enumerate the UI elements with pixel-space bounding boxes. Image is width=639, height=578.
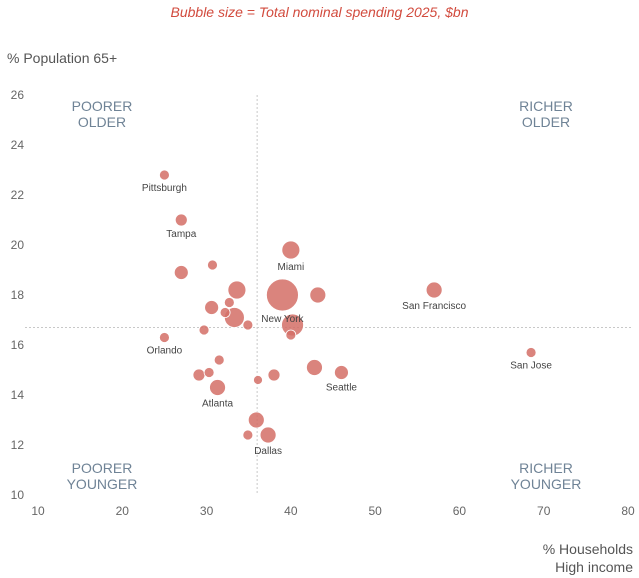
bubble xyxy=(309,286,327,304)
x-tick-label: 70 xyxy=(537,504,551,518)
x-tick-label: 40 xyxy=(284,504,298,518)
bubble xyxy=(306,359,323,376)
y-axis-label: % Population 65+ xyxy=(7,50,118,66)
bubble xyxy=(242,319,254,331)
y-tick-label: 10 xyxy=(11,488,25,502)
city-label-new-york: New York xyxy=(261,314,304,325)
quadrant-label-top-left: OLDER xyxy=(78,114,126,130)
x-tick-label: 50 xyxy=(368,504,382,518)
bubble xyxy=(192,368,206,382)
y-tick-label: 12 xyxy=(11,438,25,452)
city-label-atlanta: Atlanta xyxy=(202,399,234,410)
quadrant-label-bottom-right: RICHER xyxy=(519,460,573,476)
quadrant-label-top-right: OLDER xyxy=(522,114,570,130)
quadrant-label-top-left: POORER xyxy=(72,98,133,114)
bubble-atlanta xyxy=(209,379,226,396)
bubble xyxy=(253,375,263,385)
y-tick-label: 18 xyxy=(11,288,25,302)
city-label-tampa: Tampa xyxy=(166,229,196,240)
x-axis-ticks: 10 20 30 40 50 60 70 80 xyxy=(31,504,635,518)
x-tick-label: 80 xyxy=(621,504,635,518)
quadrant-label-bottom-left: POORER xyxy=(72,460,133,476)
bubble-san-jose xyxy=(525,347,537,358)
bubble xyxy=(242,429,254,441)
bubble-dallas xyxy=(259,426,277,444)
x-tick-label: 60 xyxy=(453,504,467,518)
bubble xyxy=(198,324,210,336)
y-tick-label: 14 xyxy=(11,388,25,402)
bubble xyxy=(285,329,297,341)
bubble xyxy=(247,411,265,429)
x-tick-label: 20 xyxy=(116,504,130,518)
bubble-miami xyxy=(281,240,301,260)
x-axis-label-line1: % Households xyxy=(542,541,633,557)
bubble xyxy=(173,265,189,280)
city-label-orlando: Orlando xyxy=(147,346,183,357)
quadrant-label-bottom-right: YOUNGER xyxy=(511,476,582,492)
bubble-seattle xyxy=(334,365,349,380)
y-tick-label: 16 xyxy=(11,338,25,352)
x-axis-label-line2: High income xyxy=(555,559,633,575)
bubble xyxy=(213,354,225,366)
y-axis-ticks: 10 12 14 16 18 20 22 24 26 xyxy=(11,88,25,502)
bubble-tampa xyxy=(174,213,188,227)
city-label-miami: Miami xyxy=(278,262,305,273)
x-axis-label: % Households High income xyxy=(543,540,633,576)
chart-subtitle: Bubble size = Total nominal spending 202… xyxy=(170,4,469,20)
y-tick-label: 22 xyxy=(11,188,25,202)
bubble-new-york xyxy=(266,278,299,312)
bubble-orlando xyxy=(159,332,170,343)
quadrant-label-top-right: RICHER xyxy=(519,98,573,114)
bubble-pittsburgh xyxy=(159,169,170,181)
x-tick-label: 10 xyxy=(31,504,45,518)
bubbles xyxy=(159,169,537,444)
bubble xyxy=(223,297,235,308)
city-label-pittsburgh: Pittsburgh xyxy=(142,183,187,194)
bubble xyxy=(204,300,220,315)
y-tick-label: 24 xyxy=(11,138,25,152)
y-tick-label: 26 xyxy=(11,88,25,102)
bubble xyxy=(203,367,215,378)
city-labels: Pittsburgh Tampa Miami New York San Francisc… xyxy=(142,183,552,457)
bubble-san-francisco xyxy=(425,281,443,299)
reference-lines xyxy=(25,95,633,495)
y-tick-label: 20 xyxy=(11,238,25,252)
city-label-san-francisco: San Francisco xyxy=(402,301,466,312)
bubble xyxy=(227,280,247,300)
quadrant-labels: POOREROLDERRICHEROLDERPOORERYOUNGERRICHE… xyxy=(67,98,582,492)
city-label-san-jose: San Jose xyxy=(510,361,552,372)
city-label-seattle: Seattle xyxy=(326,383,358,394)
quadrant-label-bottom-left: YOUNGER xyxy=(67,476,138,492)
bubble xyxy=(219,307,231,318)
bubble xyxy=(207,259,218,271)
bubble xyxy=(267,368,281,382)
city-label-dallas: Dallas xyxy=(254,446,282,457)
x-tick-label: 30 xyxy=(200,504,214,518)
